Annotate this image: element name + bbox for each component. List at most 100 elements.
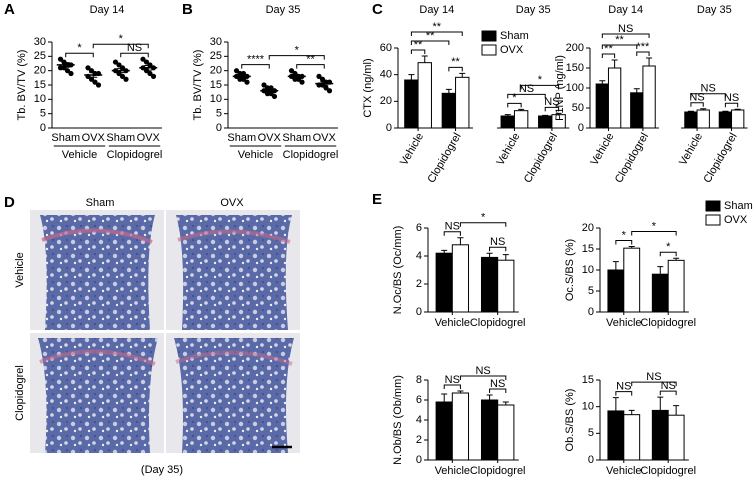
significance-bracket (631, 381, 677, 387)
bar (451, 244, 470, 313)
chart-title: Day 14 (90, 4, 125, 16)
significance-label: NS (475, 365, 490, 377)
data-point (92, 79, 98, 85)
bar (417, 62, 432, 129)
significance-bracket (615, 391, 633, 396)
significance-label: ** (451, 56, 460, 68)
significance-bracket (459, 222, 507, 227)
y-tick-label: 60 (380, 42, 392, 54)
significance-label: ** (426, 30, 435, 42)
y-tick-label: 5 (588, 285, 594, 297)
growth-plate (41, 228, 153, 244)
significance-label: *** (637, 41, 651, 53)
significance-label: NS (519, 83, 534, 95)
bar (455, 76, 470, 129)
group-label: Clopidogrel (283, 149, 339, 161)
bar (630, 92, 644, 129)
group-label: Day 35 (697, 4, 732, 16)
bar (607, 269, 625, 313)
significance-label: NS (490, 236, 505, 248)
data-point (116, 62, 122, 68)
bar (500, 115, 515, 129)
legend-label: Sham (724, 200, 753, 212)
data-point (316, 73, 322, 79)
x-tick-label: Clopidogrel (701, 131, 739, 185)
significance-label: * (512, 92, 517, 104)
significance-bracket (724, 102, 739, 108)
significance-bracket (507, 93, 546, 99)
x-tick-label: Clopidogrel (640, 465, 696, 477)
bar (497, 259, 515, 313)
significance-bracket (443, 384, 461, 389)
x-tick-label: OVX (313, 132, 337, 144)
significance-label: NS (616, 381, 631, 393)
data-point (143, 59, 150, 65)
data-point (147, 70, 153, 77)
significance-label: NS (445, 221, 460, 233)
significance-label: NS (646, 371, 661, 383)
data-point (288, 68, 295, 74)
caption: (Day 35) (141, 464, 183, 476)
bar (435, 401, 453, 461)
significance-bracket (601, 53, 616, 58)
data-point (319, 76, 326, 82)
x-tick-label: Sham (106, 132, 135, 144)
x-tick-label: Clopidogrel (425, 131, 463, 185)
panel-label: C (372, 1, 383, 18)
bar (623, 247, 641, 313)
error-bar (502, 254, 509, 261)
error-bar (611, 59, 618, 68)
y-tick-label: 0 (588, 306, 594, 318)
y-axis-label: N.Ob/BS (Ob/mm) (392, 375, 404, 465)
bar (696, 109, 710, 129)
x-tick-label: Vehicle (677, 131, 705, 168)
y-tick-label: 0 (588, 454, 594, 466)
data-point (88, 76, 95, 82)
significance-bracket (615, 239, 633, 245)
panel-label: D (4, 194, 15, 211)
significance-bracket (690, 93, 726, 98)
significance-bracket (507, 102, 522, 108)
significance-label: ** (414, 39, 423, 51)
group-label: Day 35 (516, 4, 551, 16)
significance-label: * (652, 220, 657, 232)
y-axis-label: CTX (ng/ml) (362, 58, 374, 117)
x-tick-label: Vehicle (588, 131, 616, 168)
significance-label: * (622, 229, 627, 241)
y-tick-label: 2 (416, 434, 422, 446)
x-tick-label: Clopidogrel (470, 317, 526, 329)
significance-label: * (119, 33, 124, 45)
error-bar (486, 252, 493, 258)
y-tick-label: 15 (34, 79, 46, 91)
significance-label: ** (306, 54, 315, 66)
x-tick-label: Vehicle (435, 465, 470, 477)
x-tick-label: Sham (282, 132, 311, 144)
legend-label: OVX (724, 214, 748, 226)
error-bar (612, 397, 619, 411)
bar (435, 252, 453, 313)
significance-bracket (92, 43, 149, 49)
y-tick-label: 20 (210, 65, 222, 77)
y-tick-label: 4 (416, 414, 422, 426)
significance-label: **** (247, 54, 265, 66)
error-bar (237, 74, 246, 79)
data-point (323, 85, 329, 91)
significance-bracket (489, 246, 507, 252)
group-label: Day 14 (419, 4, 454, 16)
bar (667, 259, 685, 313)
bar (480, 399, 499, 461)
x-tick-label: Clopidogrel (640, 317, 696, 329)
significance-bracket (659, 390, 677, 396)
x-tick-label: Vehicle (494, 131, 522, 168)
bar (731, 109, 745, 129)
significance-label: NS (661, 380, 676, 392)
data-point (123, 76, 129, 82)
legend-label: Sham (500, 30, 529, 42)
error-bar (89, 72, 98, 78)
y-tick-label: 15 (582, 243, 594, 255)
y-tick-label: 25 (34, 50, 46, 62)
y-tick-label: 200 (566, 42, 584, 54)
row-label: Clopidogrel (14, 365, 26, 421)
y-axis-label: P1NP (ng/ml) (554, 55, 566, 121)
